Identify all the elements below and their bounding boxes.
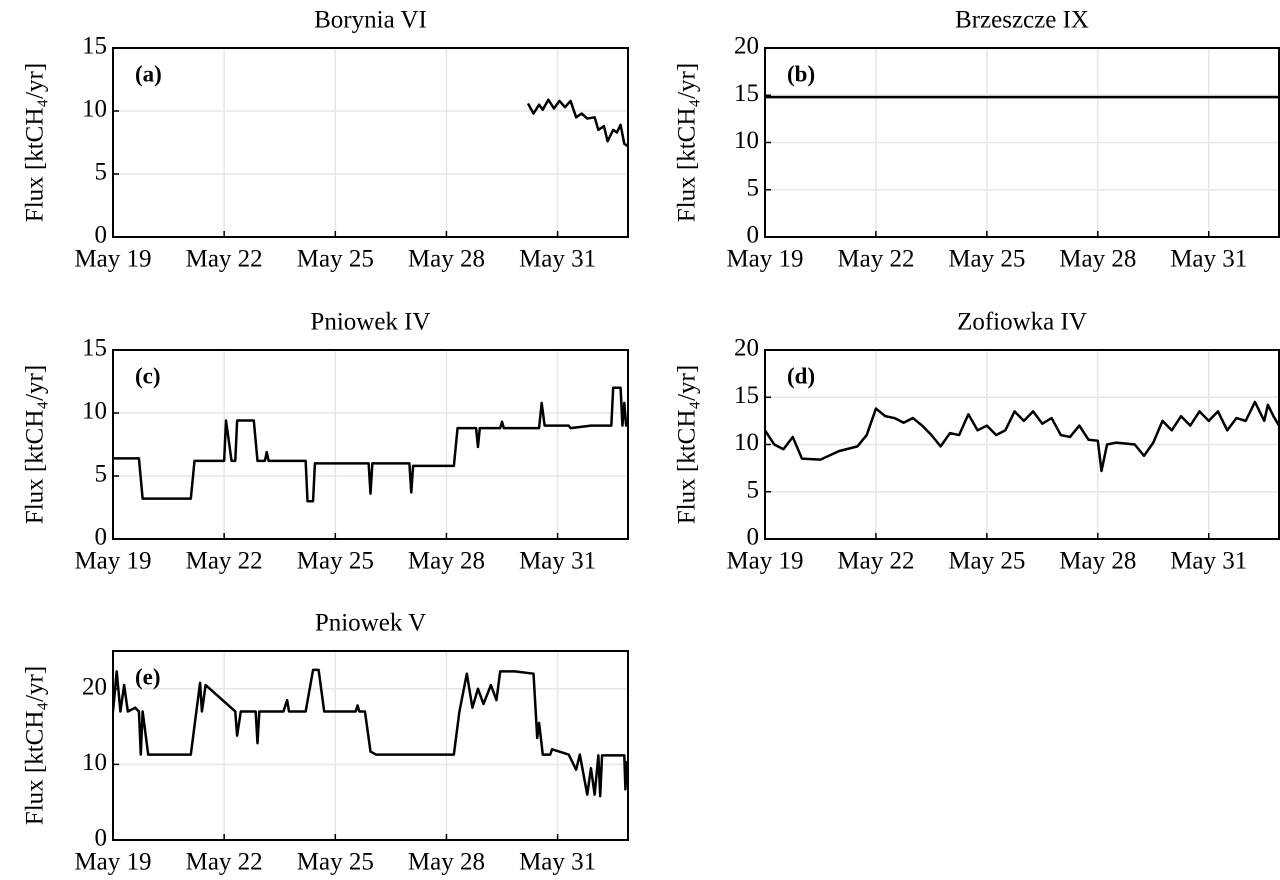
panel-label: (d) (787, 363, 815, 388)
x-tick-label: May 28 (1059, 246, 1136, 273)
x-tick-label: May 31 (519, 246, 596, 273)
y-axis-label: Flux [ktCH₄/yr] (22, 63, 49, 222)
subplot-title: Pniowek V (315, 610, 426, 637)
y-tick-label: 15 (734, 80, 759, 107)
panel-label: (c) (135, 363, 161, 388)
subplot-title: Borynia VI (314, 7, 427, 34)
subplot-title: Pniowek IV (310, 309, 430, 336)
x-tick-label: May 22 (837, 246, 914, 273)
x-tick-label: May 31 (519, 849, 596, 876)
plot-area (113, 668, 628, 798)
plot-area (113, 386, 628, 503)
y-tick-label: 10 (82, 749, 107, 776)
x-tick-label: May 31 (1170, 246, 1247, 273)
y-tick-label: 20 (734, 33, 759, 60)
subplot: May 19 May 22 May 25 May 28 May 31 0 5 10 15 20 Br… (674, 7, 1280, 273)
y-axis-label: Flux [ktCH₄/yr] (22, 666, 49, 825)
x-tick-label: May 28 (1059, 548, 1136, 575)
panel-label: (a) (135, 61, 162, 86)
x-tick-label: May 19 (726, 246, 803, 273)
data-line (526, 98, 628, 148)
axes-frame (112, 47, 629, 238)
y-tick-label: 20 (82, 674, 107, 701)
x-tick-label: May 22 (186, 849, 263, 876)
y-tick-label: 15 (82, 33, 107, 60)
axes-frame (764, 349, 1280, 540)
axes-frame (112, 349, 629, 540)
x-tick-label: May 25 (948, 548, 1025, 575)
axes-frame (764, 47, 1280, 238)
axes-frame (112, 650, 629, 841)
x-tick-label: May 25 (297, 849, 374, 876)
x-tick-label: May 28 (408, 849, 485, 876)
subplot: May 19 May 22 May 25 May 28 May 31 0 5 10 15 Bory… (22, 7, 629, 273)
x-tick-label: May 19 (74, 548, 151, 575)
y-tick-label: 5 (95, 159, 108, 186)
y-tick-label: 0 (747, 222, 760, 249)
y-tick-label: 10 (734, 429, 759, 456)
x-tick-label: May 28 (408, 548, 485, 575)
plot-area (765, 400, 1279, 473)
x-tick-label: May 28 (408, 246, 485, 273)
subplot-title: Zofiowka IV (957, 309, 1087, 336)
subplot-title: Brzeszcze IX (955, 7, 1089, 34)
y-tick-label: 5 (747, 174, 760, 201)
y-axis-label: Flux [ktCH₄/yr] (22, 365, 49, 524)
panel-label: (b) (787, 61, 815, 86)
y-axis-label: Flux [ktCH₄/yr] (674, 365, 701, 524)
data-line (765, 400, 1279, 473)
x-tick-label: May 25 (297, 548, 374, 575)
y-tick-label: 10 (734, 127, 759, 154)
y-tick-label: 0 (95, 524, 108, 551)
y-tick-label: 0 (747, 524, 760, 551)
subplot: May 19 May 22 May 25 May 28 May 31 0 5 10 15 Pnio… (22, 309, 629, 575)
subplot: May 19 May 22 May 25 May 28 May 31 0 5 10 15 20 Zo… (674, 309, 1280, 575)
y-tick-label: 0 (95, 825, 108, 852)
y-tick-label: 5 (747, 476, 760, 503)
x-tick-label: May 25 (297, 246, 374, 273)
x-tick-label: May 19 (726, 548, 803, 575)
y-tick-label: 5 (95, 461, 108, 488)
x-tick-label: May 31 (1170, 548, 1247, 575)
x-tick-label: May 19 (74, 246, 151, 273)
y-tick-label: 10 (82, 398, 107, 425)
y-axis-label: Flux [ktCH₄/yr] (674, 63, 701, 222)
x-tick-label: May 22 (186, 246, 263, 273)
y-tick-label: 0 (95, 222, 108, 249)
y-tick-label: 20 (734, 335, 759, 362)
x-tick-label: May 22 (186, 548, 263, 575)
x-tick-label: May 25 (948, 246, 1025, 273)
y-tick-label: 10 (82, 96, 107, 123)
x-tick-label: May 22 (837, 548, 914, 575)
subplot: May 19 May 22 May 25 May 28 May 31 0 10 20 Pniow… (22, 610, 629, 876)
x-tick-label: May 19 (74, 849, 151, 876)
data-line (113, 386, 628, 503)
y-tick-label: 15 (82, 335, 107, 362)
panel-label: (e) (135, 664, 161, 689)
plot-area (526, 98, 628, 148)
x-tick-label: May 31 (519, 548, 596, 575)
y-tick-label: 15 (734, 382, 759, 409)
data-line (113, 668, 628, 798)
